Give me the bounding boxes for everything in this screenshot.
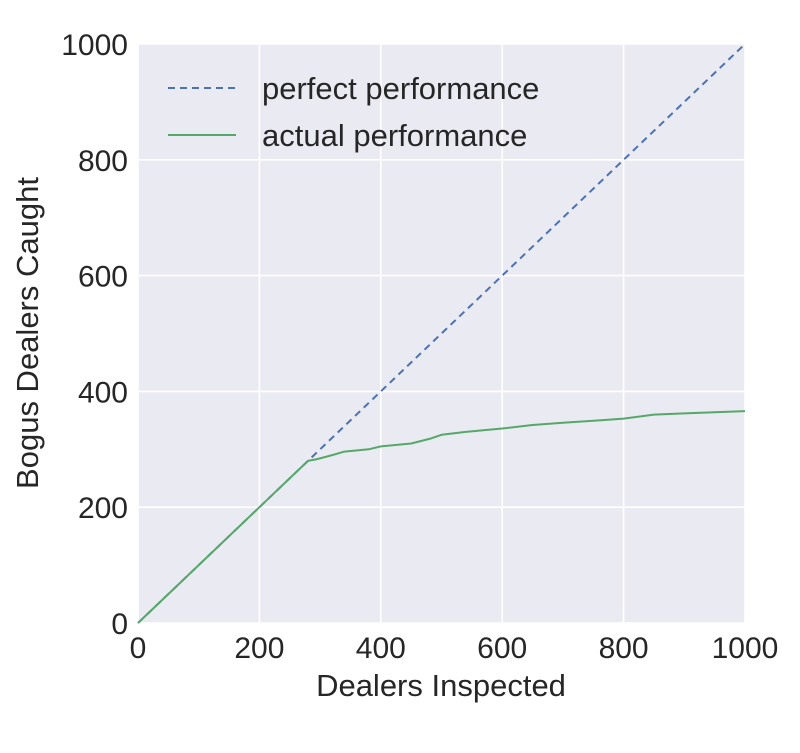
y-tick-label: 0: [111, 608, 128, 641]
x-tick-label: 0: [130, 632, 147, 665]
y-tick-label: 800: [78, 145, 128, 178]
x-tick-label: 200: [234, 632, 284, 665]
y-axis-label: Bogus Dealers Caught: [10, 177, 45, 489]
y-tick-label: 200: [78, 492, 128, 525]
grid-lines: [137, 43, 746, 624]
x-axis-label: Dealers Inspected: [316, 668, 566, 703]
y-tick-label: 400: [78, 376, 128, 409]
series-line-perfect-performance: [137, 43, 746, 624]
y-tick-label: 1000: [61, 29, 128, 62]
x-tick-label: 400: [356, 632, 406, 665]
legend-label-actual-performance: actual performance: [262, 118, 527, 153]
x-tick-label: 800: [599, 632, 649, 665]
y-tick-label: 600: [78, 261, 128, 294]
x-tick-labels: 0 200 400 600 800 1000: [130, 632, 779, 665]
x-tick-label: 600: [477, 632, 527, 665]
y-tick-labels: 0 200 400 600 800 1000: [61, 29, 128, 641]
x-tick-label: 1000: [712, 632, 779, 665]
legend-label-perfect-performance: perfect performance: [262, 71, 539, 106]
legend: perfect performance actual performance: [168, 71, 539, 153]
series-line-actual-performance: [137, 410, 746, 624]
series-layer: [137, 43, 746, 624]
